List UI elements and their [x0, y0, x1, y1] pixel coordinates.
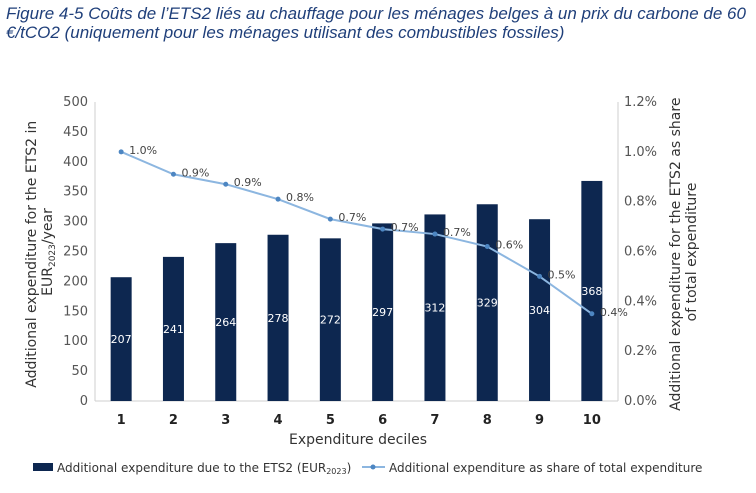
line-point [432, 231, 438, 237]
line-value-label: 0.4% [600, 306, 628, 319]
y-tick-label: 200 [63, 274, 88, 289]
legend-bar-label-base: Additional expenditure due to the ETS2 (… [57, 461, 326, 475]
bar [215, 243, 237, 401]
bar [372, 223, 394, 401]
line-value-label: 0.8% [286, 191, 314, 204]
line-point [589, 311, 595, 317]
y-axis-title-unit: EUR [40, 267, 56, 296]
x-tick-label: 4 [274, 413, 283, 428]
y-tick-label: 400 [63, 155, 88, 170]
bar-value-label: 241 [163, 323, 184, 336]
legend-bar-label: Additional expenditure due to the ETS2 (… [57, 461, 351, 476]
bar [529, 219, 551, 401]
x-tick-label: 3 [221, 413, 230, 428]
y-tick-label: 500 [63, 95, 88, 110]
legend-bar-label-subscript: 2023 [326, 467, 346, 476]
line-point [170, 171, 176, 177]
legend-line-label: Additional expenditure as share of total… [389, 461, 702, 475]
x-tick-label: 6 [378, 413, 387, 428]
bar [424, 214, 446, 401]
y2-axis-title-line1: Additional expenditure for the ETS2 as s… [668, 98, 684, 411]
line-series: 1.0% 0.9% 0.9% 0.8% 0.7% 0.7% 0.7% 0.6% 0.5% 0.4% [118, 144, 628, 319]
bar [110, 277, 132, 401]
y-tick-label: 50 [71, 364, 88, 379]
bar-series: 207 241 264 278 272 297 312 329 304 368 [110, 180, 603, 401]
line-value-label: 0.7% [391, 221, 419, 234]
bar-value-label: 278 [268, 312, 289, 325]
legend: Additional expenditure due to the ETS2 (… [33, 461, 702, 476]
line-value-label: 0.9% [234, 176, 262, 189]
bar-value-label: 297 [372, 306, 393, 319]
line-point [223, 181, 229, 187]
bar-value-label: 312 [424, 302, 445, 315]
line-value-label: 0.7% [443, 226, 471, 239]
x-tick-label: 8 [483, 413, 492, 428]
bar-value-label: 264 [215, 316, 236, 329]
legend-bar-label-tail: ) [347, 461, 352, 475]
x-tick-label: 1 [117, 413, 126, 428]
line-point [275, 196, 281, 202]
y2-tick-label: 1.2% [624, 95, 657, 110]
y2-tick-label: 0.4% [624, 294, 657, 309]
y-tick-label: 100 [63, 334, 88, 349]
y2-tick-label: 0.6% [624, 245, 657, 260]
y-tick-label: 0 [80, 394, 88, 409]
line-value-label: 0.9% [181, 166, 209, 179]
y-axis-title-subscript: 2023 [48, 244, 58, 267]
y-axis-title-tail: /year [40, 208, 56, 244]
y2-tick-label: 0.2% [624, 344, 657, 359]
line-point [327, 216, 333, 222]
x-tick-label: 7 [430, 413, 439, 428]
y-axis-title-line2: EUR2023/year [40, 208, 58, 296]
bar-value-label: 272 [320, 314, 341, 327]
y2-axis-title-line2: of total expenditure [684, 183, 700, 322]
x-axis-title: Expenditure deciles [289, 432, 427, 448]
x-tick-label: 10 [583, 413, 601, 428]
y2-axis-title: Additional expenditure for the ETS2 as s… [668, 93, 700, 411]
y-axis-title: Additional expenditure for the ETS2 in E… [24, 116, 58, 387]
bar-value-label: 329 [477, 297, 498, 310]
y2-tick-label: 0.8% [624, 195, 657, 210]
bar [267, 234, 289, 401]
line-point [118, 149, 124, 155]
figure-caption: Figure 4-5 Coûts de l’ETS2 liés au chauf… [6, 4, 746, 42]
line-value-label: 0.6% [495, 239, 523, 252]
line-point [537, 273, 543, 279]
x-tick-label: 5 [326, 413, 335, 428]
share-line [120, 150, 593, 315]
line-value-label: 1.0% [129, 144, 157, 157]
line-value-label: 0.7% [338, 211, 366, 224]
x-tick-label: 2 [169, 413, 178, 428]
line-point [380, 226, 386, 232]
y2-tick-label: 1.0% [624, 145, 657, 160]
y2-tick-label: 0.0% [624, 394, 657, 409]
line-value-label: 0.5% [548, 268, 576, 281]
y-tick-label: 450 [63, 125, 88, 140]
x-tick-label: 9 [535, 413, 544, 428]
chart-axes: 0 50 100 150 200 250 300 350 400 450 500 0.0% 0.2% 0.… [63, 95, 657, 428]
y-tick-label: 150 [63, 304, 88, 319]
bar-value-label: 304 [529, 304, 550, 317]
bar-value-label: 207 [111, 333, 132, 346]
legend-bar-swatch [33, 463, 53, 471]
bar-value-label: 368 [581, 285, 602, 298]
legend-line-marker [370, 464, 376, 470]
y-tick-label: 350 [63, 185, 88, 200]
bar [581, 180, 603, 401]
bar [476, 204, 498, 401]
bar [162, 256, 184, 401]
y-tick-label: 250 [63, 245, 88, 260]
bar [319, 238, 341, 401]
line-point [484, 244, 490, 250]
y-tick-label: 300 [63, 215, 88, 230]
y-axis-title-line1: Additional expenditure for the ETS2 in [24, 121, 40, 388]
